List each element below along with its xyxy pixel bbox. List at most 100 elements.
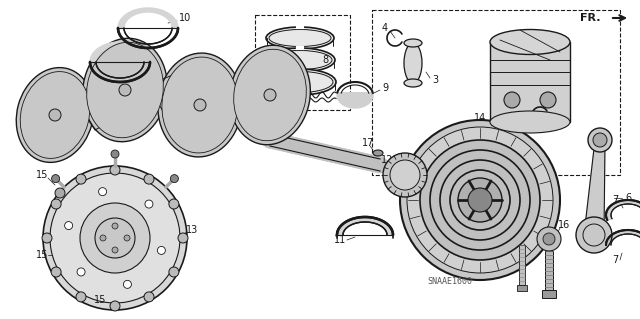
Circle shape bbox=[157, 246, 165, 255]
Circle shape bbox=[50, 173, 180, 303]
Circle shape bbox=[194, 99, 206, 111]
Circle shape bbox=[430, 150, 530, 250]
Polygon shape bbox=[118, 8, 178, 28]
Text: 10: 10 bbox=[179, 13, 191, 23]
Circle shape bbox=[169, 199, 179, 209]
Text: 4: 4 bbox=[382, 23, 388, 33]
Circle shape bbox=[144, 174, 154, 184]
Circle shape bbox=[77, 268, 85, 276]
Circle shape bbox=[124, 280, 131, 288]
Circle shape bbox=[588, 128, 612, 152]
Text: 7: 7 bbox=[612, 255, 618, 265]
Circle shape bbox=[111, 150, 119, 158]
FancyBboxPatch shape bbox=[545, 251, 553, 291]
Circle shape bbox=[407, 127, 553, 273]
Circle shape bbox=[264, 89, 276, 101]
Circle shape bbox=[80, 203, 150, 273]
Circle shape bbox=[112, 247, 118, 253]
Text: 2: 2 bbox=[297, 110, 303, 120]
Circle shape bbox=[110, 165, 120, 175]
Circle shape bbox=[76, 292, 86, 302]
Text: FR.: FR. bbox=[580, 13, 600, 23]
Circle shape bbox=[450, 170, 510, 230]
Text: 15: 15 bbox=[94, 295, 106, 305]
Circle shape bbox=[112, 223, 118, 229]
Circle shape bbox=[400, 120, 560, 280]
Circle shape bbox=[504, 92, 520, 108]
Ellipse shape bbox=[269, 29, 331, 47]
Circle shape bbox=[383, 153, 427, 197]
Text: 17: 17 bbox=[362, 138, 374, 148]
Polygon shape bbox=[606, 200, 640, 220]
Text: 12: 12 bbox=[381, 155, 393, 165]
FancyBboxPatch shape bbox=[490, 42, 570, 122]
Polygon shape bbox=[75, 75, 140, 130]
Circle shape bbox=[178, 233, 188, 243]
Ellipse shape bbox=[404, 43, 422, 83]
Text: 8: 8 bbox=[322, 55, 328, 65]
Circle shape bbox=[52, 174, 60, 182]
Circle shape bbox=[440, 160, 520, 240]
FancyBboxPatch shape bbox=[372, 10, 620, 175]
FancyBboxPatch shape bbox=[519, 245, 525, 285]
Ellipse shape bbox=[490, 29, 570, 55]
Circle shape bbox=[170, 174, 179, 182]
Polygon shape bbox=[337, 93, 373, 108]
Ellipse shape bbox=[20, 71, 90, 159]
Ellipse shape bbox=[16, 68, 93, 162]
Ellipse shape bbox=[268, 50, 332, 70]
Text: 4: 4 bbox=[550, 113, 556, 123]
Polygon shape bbox=[148, 70, 205, 115]
Circle shape bbox=[76, 174, 86, 184]
Polygon shape bbox=[606, 230, 640, 250]
Circle shape bbox=[51, 267, 61, 277]
Circle shape bbox=[390, 160, 420, 190]
Ellipse shape bbox=[83, 38, 167, 142]
Circle shape bbox=[576, 217, 612, 253]
Text: 15: 15 bbox=[36, 170, 48, 180]
Ellipse shape bbox=[162, 57, 238, 153]
Polygon shape bbox=[220, 75, 275, 118]
Circle shape bbox=[99, 188, 107, 196]
Text: 1: 1 bbox=[493, 177, 499, 187]
Circle shape bbox=[593, 133, 607, 147]
Circle shape bbox=[540, 92, 556, 108]
Circle shape bbox=[100, 235, 106, 241]
Text: 3: 3 bbox=[432, 75, 438, 85]
Circle shape bbox=[110, 301, 120, 311]
Circle shape bbox=[543, 233, 555, 245]
Ellipse shape bbox=[265, 48, 335, 72]
Circle shape bbox=[43, 166, 187, 310]
Text: SNAAE1600: SNAAE1600 bbox=[428, 278, 472, 286]
Circle shape bbox=[65, 222, 72, 230]
Text: 16: 16 bbox=[558, 220, 570, 230]
Circle shape bbox=[55, 188, 65, 198]
Circle shape bbox=[145, 200, 153, 208]
Ellipse shape bbox=[86, 42, 163, 138]
Ellipse shape bbox=[490, 111, 570, 133]
FancyBboxPatch shape bbox=[255, 15, 350, 110]
FancyBboxPatch shape bbox=[517, 285, 527, 291]
Text: 13: 13 bbox=[186, 225, 198, 235]
Ellipse shape bbox=[158, 53, 242, 157]
Ellipse shape bbox=[373, 150, 383, 156]
Ellipse shape bbox=[234, 49, 307, 141]
Ellipse shape bbox=[266, 27, 334, 49]
Text: 15: 15 bbox=[36, 250, 48, 260]
Circle shape bbox=[49, 109, 61, 121]
Ellipse shape bbox=[264, 69, 336, 95]
Circle shape bbox=[458, 178, 502, 222]
Ellipse shape bbox=[404, 79, 422, 87]
Text: 6: 6 bbox=[625, 193, 631, 203]
Text: 10: 10 bbox=[124, 50, 136, 60]
Polygon shape bbox=[90, 42, 150, 62]
FancyBboxPatch shape bbox=[542, 290, 556, 298]
Polygon shape bbox=[337, 217, 393, 235]
Text: 11: 11 bbox=[334, 235, 346, 245]
Text: 14: 14 bbox=[474, 113, 486, 123]
Circle shape bbox=[95, 218, 135, 258]
Circle shape bbox=[537, 227, 561, 251]
Circle shape bbox=[144, 292, 154, 302]
Ellipse shape bbox=[230, 45, 310, 145]
Circle shape bbox=[119, 84, 131, 96]
